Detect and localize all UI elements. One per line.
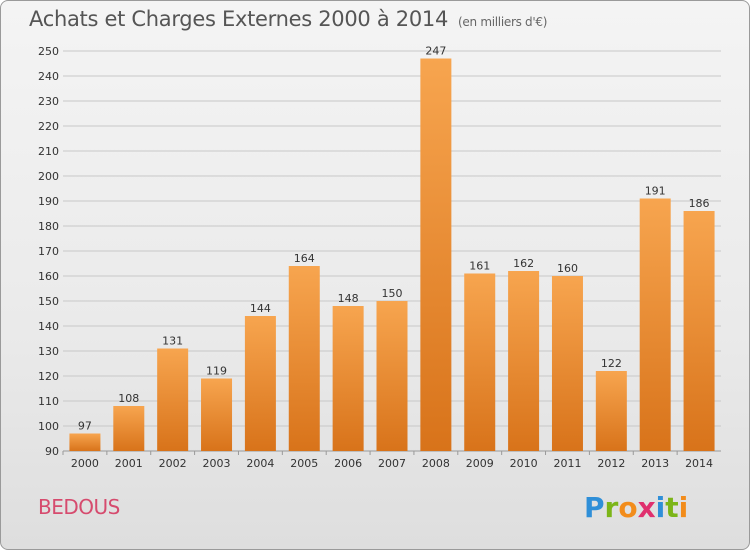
x-tick-label-2014: 2014 <box>685 457 713 470</box>
location-name: BEDOUS <box>38 495 120 519</box>
x-tick-label-2005: 2005 <box>290 457 318 470</box>
data-label-2002: 131 <box>162 335 183 348</box>
bar-2002 <box>157 348 189 451</box>
bar-2012 <box>595 371 627 451</box>
y-tick-label: 130 <box>38 345 59 358</box>
x-tick-label-2011: 2011 <box>553 457 581 470</box>
y-tick-label: 170 <box>38 245 59 258</box>
bar-2007 <box>376 301 408 451</box>
x-tick-label-2013: 2013 <box>641 457 669 470</box>
y-tick-label: 110 <box>38 395 59 408</box>
bar-2003 <box>201 378 233 451</box>
proxiti-logo[interactable]: Proxiti <box>584 489 694 525</box>
bar-2004 <box>244 316 276 451</box>
y-tick-label: 150 <box>38 295 59 308</box>
x-tick-label-2012: 2012 <box>597 457 625 470</box>
chart-subtitle: (en milliers d'€) <box>458 15 548 29</box>
data-label-2010: 162 <box>513 257 534 270</box>
y-tick-label: 190 <box>38 195 59 208</box>
bar-2005 <box>288 266 320 451</box>
data-label-2013: 191 <box>645 185 666 198</box>
y-tick-label: 210 <box>38 145 59 158</box>
data-label-2004: 144 <box>250 302 271 315</box>
x-tick-label-2008: 2008 <box>422 457 450 470</box>
data-label-2008: 247 <box>425 45 446 58</box>
data-label-2011: 160 <box>557 262 578 275</box>
data-label-2003: 119 <box>206 365 227 378</box>
chart-title: Achats et Charges Externes 2000 à 2014 (e… <box>29 7 547 31</box>
y-tick-label: 160 <box>38 270 59 283</box>
y-tick-label: 90 <box>45 445 59 458</box>
bar-2014 <box>683 211 715 451</box>
data-label-2012: 122 <box>601 357 622 370</box>
bars-layer <box>69 58 715 451</box>
labels-layer: 90 100 110 120 130 140 150 160 170 180 190 200 210 22… <box>38 45 713 471</box>
data-label-2006: 148 <box>338 292 359 305</box>
x-tick-label-2007: 2007 <box>378 457 406 470</box>
y-tick-label: 240 <box>38 70 59 83</box>
x-tick-label-2010: 2010 <box>510 457 538 470</box>
y-tick-label: 230 <box>38 95 59 108</box>
x-tick-label-2002: 2002 <box>159 457 187 470</box>
x-tick-label-2000: 2000 <box>71 457 99 470</box>
bar-2006 <box>332 306 364 451</box>
data-label-2000: 97 <box>78 420 92 433</box>
data-label-2007: 150 <box>382 287 403 300</box>
bar-2001 <box>113 406 145 451</box>
chart-title-text: Achats et Charges Externes 2000 à 2014 <box>29 7 449 31</box>
data-label-2005: 164 <box>294 252 315 265</box>
bar-2000 <box>69 433 101 451</box>
bar-2008 <box>420 58 452 451</box>
x-tick-label-2004: 2004 <box>246 457 274 470</box>
data-label-2009: 161 <box>469 260 490 273</box>
y-tick-label: 120 <box>38 370 59 383</box>
y-tick-label: 140 <box>38 320 59 333</box>
x-tick-label-2003: 2003 <box>203 457 231 470</box>
y-tick-label: 200 <box>38 170 59 183</box>
data-label-2001: 108 <box>118 392 139 405</box>
y-tick-label: 100 <box>38 420 59 433</box>
bar-2010 <box>508 271 540 451</box>
x-tick-label-2006: 2006 <box>334 457 362 470</box>
x-tick-label-2001: 2001 <box>115 457 143 470</box>
y-tick-label: 220 <box>38 120 59 133</box>
bar-2009 <box>464 273 496 451</box>
y-tick-label: 180 <box>38 220 59 233</box>
svg-text:Proxiti: Proxiti <box>584 491 688 524</box>
bar-2013 <box>639 198 671 451</box>
y-tick-label: 250 <box>38 45 59 58</box>
data-label-2014: 186 <box>689 197 710 210</box>
bar-2011 <box>551 276 583 451</box>
x-tick-label-2009: 2009 <box>466 457 494 470</box>
